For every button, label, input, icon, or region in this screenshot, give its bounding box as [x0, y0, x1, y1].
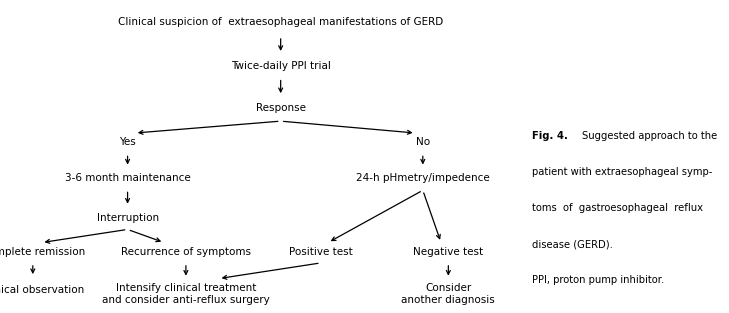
Text: Clinical observation: Clinical observation — [0, 285, 85, 295]
Text: Clinical suspicion of  extraesophageal manifestations of GERD: Clinical suspicion of extraesophageal ma… — [118, 17, 443, 27]
Text: Response: Response — [256, 103, 305, 113]
Text: Suggested approach to the: Suggested approach to the — [582, 131, 717, 141]
Text: 24-h pHmetry/impedence: 24-h pHmetry/impedence — [356, 173, 490, 183]
Text: toms  of  gastroesophageal  reflux: toms of gastroesophageal reflux — [532, 203, 703, 213]
Text: 3-6 month maintenance: 3-6 month maintenance — [65, 173, 190, 183]
Text: No: No — [416, 137, 430, 147]
Text: Negative test: Negative test — [413, 247, 483, 257]
Text: Complete remission: Complete remission — [0, 247, 85, 257]
Text: Positive test: Positive test — [289, 247, 353, 257]
Text: Intensify clinical treatment
and consider anti-reflux surgery: Intensify clinical treatment and conside… — [102, 283, 270, 305]
Text: Interruption: Interruption — [96, 213, 159, 223]
Text: Yes: Yes — [120, 137, 136, 147]
Text: PPI, proton pump inhibitor.: PPI, proton pump inhibitor. — [532, 275, 664, 285]
Text: Twice-daily PPI trial: Twice-daily PPI trial — [230, 61, 331, 71]
Text: Fig. 4.: Fig. 4. — [532, 131, 568, 141]
Text: Consider
another diagnosis: Consider another diagnosis — [402, 283, 495, 305]
Text: patient with extraesophageal symp-: patient with extraesophageal symp- — [532, 167, 712, 177]
Text: disease (GERD).: disease (GERD). — [532, 239, 613, 249]
Text: Recurrence of symptoms: Recurrence of symptoms — [121, 247, 251, 257]
